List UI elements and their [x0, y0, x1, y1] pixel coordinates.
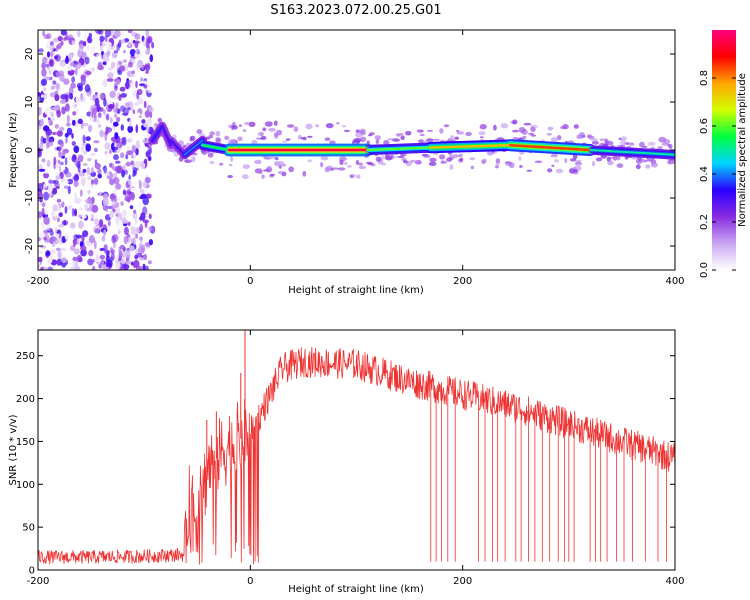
- colorbar-tick-label: 0.2: [699, 214, 710, 230]
- y-tick-label: 250: [16, 351, 35, 362]
- colorbar: 0.0 0.2 0.4 0.6 0.8 Normalized spectral ampl…: [699, 30, 748, 278]
- figure-title: S163.2023.072.00.25.G01: [270, 3, 441, 18]
- snr-series-line: [38, 346, 675, 565]
- x-tick-label: 0: [247, 276, 253, 287]
- spectral-line-segment: [151, 125, 164, 142]
- spectrogram-panel: -200 0 200 400 -20 -10 0 10 20 Height of straig…: [8, 29, 685, 296]
- spectral-line-segment: [429, 143, 512, 149]
- y-tick-label: 150: [16, 437, 35, 448]
- y-tick-label: 20: [24, 48, 35, 61]
- y-tick-label: 100: [16, 480, 35, 491]
- y-tick-label: 0: [29, 566, 35, 577]
- spectral-line: [148, 121, 675, 160]
- y-tick-label: 200: [16, 394, 35, 405]
- noise-speckle-region: [38, 30, 156, 270]
- colorbar-label: Normalized spectral amplitude: [737, 73, 748, 227]
- snr-frame: [37, 329, 676, 571]
- spectrogram-x-axis-label: Height of straight line (km): [288, 285, 424, 296]
- x-tick-label: 0: [247, 576, 253, 587]
- spectral-line-segment: [509, 143, 592, 152]
- colorbar-gradient: [712, 30, 736, 270]
- x-tick-label: 200: [453, 276, 472, 287]
- colorbar-tick-label: 0.4: [699, 166, 710, 182]
- spectral-line-segment: [589, 149, 675, 156]
- colorbar-tick-label: 0.0: [699, 262, 710, 278]
- y-tick-label: 10: [24, 96, 35, 109]
- y-tick-label: 0: [24, 147, 35, 153]
- y-tick-label: 50: [22, 523, 35, 534]
- spectral-line-segment: [169, 139, 186, 156]
- snr-y-axis-label: SNR (10 * v/v): [8, 414, 19, 485]
- x-tick-label: 200: [453, 576, 472, 587]
- colorbar-tick-label: 0.6: [699, 118, 710, 134]
- x-tick-label: -200: [27, 276, 50, 287]
- spectral-line-segment: [183, 139, 204, 156]
- y-tick-label: -20: [24, 238, 35, 254]
- x-tick-label: 400: [665, 576, 684, 587]
- spectral-line-segment: [201, 144, 231, 152]
- x-tick-label: 400: [665, 276, 684, 287]
- spectral-line-segment: [161, 125, 172, 147]
- y-tick-label: -10: [24, 190, 35, 206]
- spectrogram-y-axis-label: Frequency (Hz): [8, 112, 19, 188]
- x-tick-label: -200: [27, 576, 50, 587]
- colorbar-tick-label: 0.8: [699, 70, 710, 86]
- spectral-line-segment: [366, 146, 432, 152]
- snr-x-axis-label: Height of straight line (km): [288, 584, 424, 595]
